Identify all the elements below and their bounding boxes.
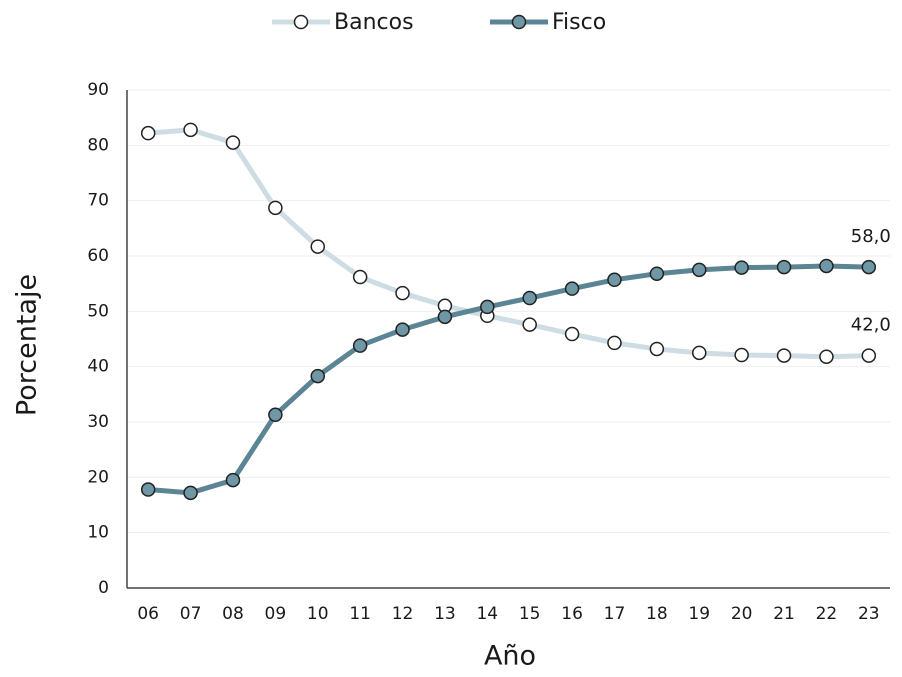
- data-point: [522, 290, 537, 306]
- data-point: [268, 200, 283, 216]
- data-point: [692, 345, 707, 361]
- data-point: [183, 122, 198, 138]
- data-point: [395, 285, 410, 301]
- data-point: [819, 349, 834, 364]
- data-point: [649, 266, 665, 281]
- y-tick-label: 60: [87, 246, 109, 266]
- y-tick-label: 10: [87, 523, 109, 543]
- y-tick-label: 90: [87, 80, 109, 100]
- data-point: [564, 281, 580, 296]
- x-tick-label: 09: [265, 604, 287, 624]
- x-tick-label: 07: [180, 604, 202, 624]
- x-tick-label: 16: [561, 604, 583, 624]
- y-tick-label: 20: [87, 467, 109, 487]
- data-point: [352, 269, 368, 285]
- data-point: [268, 407, 283, 423]
- x-axis-title: Año: [484, 641, 536, 672]
- y-tick-label: 70: [87, 191, 109, 211]
- data-point: [607, 272, 622, 288]
- legend-label: Fisco: [552, 10, 606, 35]
- y-tick-label: 50: [87, 301, 109, 321]
- data-point: [692, 262, 707, 278]
- data-point: [352, 338, 368, 353]
- legend-marker: [293, 14, 309, 30]
- legend-label: Bancos: [334, 10, 414, 35]
- data-point: [310, 239, 325, 254]
- x-tick-label: 12: [392, 604, 414, 624]
- data-point: [734, 260, 749, 275]
- x-tick-label: 13: [434, 604, 456, 624]
- x-tick-label: 18: [646, 604, 668, 624]
- data-point: [522, 317, 537, 332]
- data-point: [480, 299, 495, 315]
- data-point: [861, 259, 877, 275]
- y-axis-title: Porcentaje: [12, 274, 43, 416]
- x-tick-label: 14: [476, 604, 498, 624]
- x-tick-label: 08: [222, 604, 244, 624]
- legend-marker: [511, 14, 527, 30]
- x-tick-label: 23: [858, 604, 880, 624]
- x-tick-label: 10: [307, 604, 329, 624]
- data-point: [607, 335, 622, 351]
- data-point: [564, 326, 580, 342]
- x-tick-label: 06: [137, 604, 159, 624]
- x-tick-label: 17: [604, 604, 626, 624]
- data-point: [734, 347, 749, 363]
- data-point: [437, 309, 453, 325]
- y-tick-label: 0: [98, 578, 109, 598]
- data-point: [819, 258, 834, 274]
- data-point: [861, 348, 877, 363]
- data-point: [140, 125, 156, 141]
- data-label: 58,0: [851, 226, 891, 247]
- y-tick-label: 40: [87, 357, 109, 377]
- data-point: [140, 482, 156, 497]
- data-point: [225, 135, 241, 150]
- data-point: [183, 485, 198, 501]
- data-label: 42,0: [851, 315, 891, 336]
- x-tick-label: 21: [773, 604, 795, 624]
- x-tick-label: 22: [816, 604, 838, 624]
- series-line: [147, 263, 869, 496]
- x-tick-label: 11: [349, 604, 371, 624]
- y-tick-label: 80: [87, 135, 109, 155]
- data-point: [395, 322, 410, 337]
- x-tick-label: 19: [688, 604, 710, 624]
- y-tick-label: 30: [87, 412, 109, 432]
- data-point: [776, 259, 792, 275]
- x-tick-label: 15: [519, 604, 541, 624]
- data-point: [776, 348, 792, 363]
- series-line: [147, 127, 869, 360]
- x-tick-label: 20: [731, 604, 753, 624]
- data-point: [310, 368, 325, 384]
- data-point: [225, 472, 241, 488]
- data-point: [649, 341, 665, 357]
